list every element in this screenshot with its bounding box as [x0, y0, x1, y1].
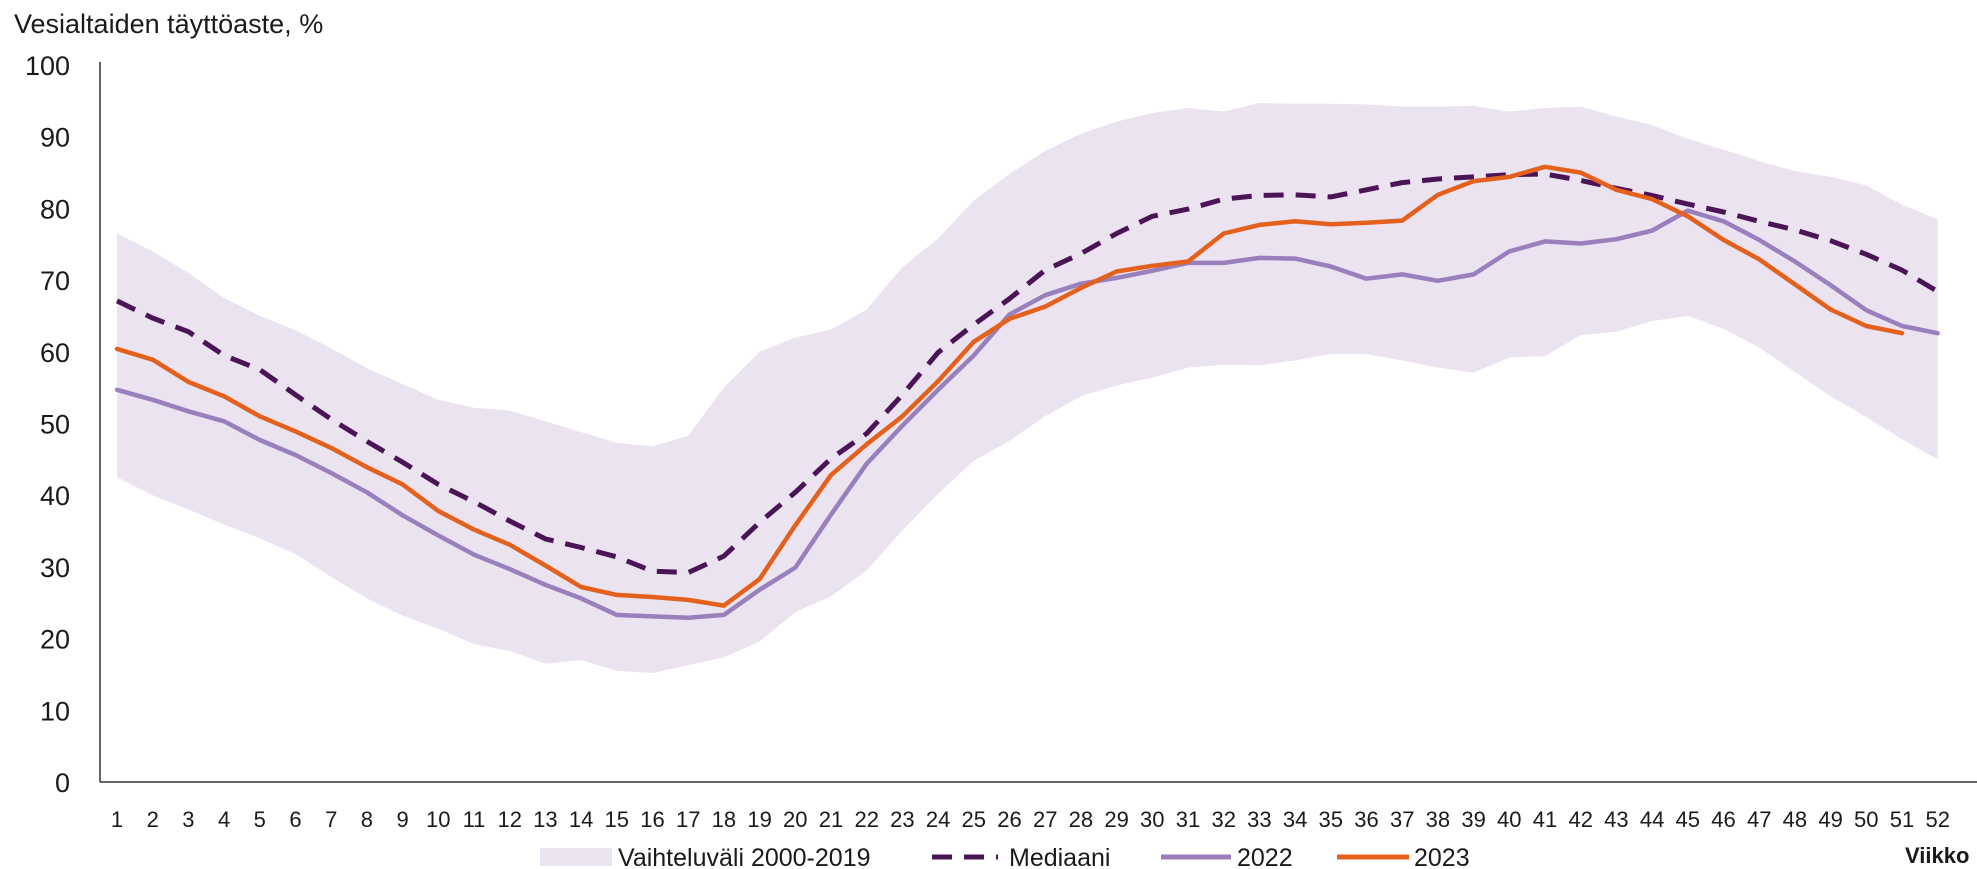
- y-tick-label: 10: [40, 696, 70, 726]
- x-tick-label: 9: [396, 807, 408, 832]
- y-axis-title: Vesialtaiden täyttöaste, %: [14, 9, 323, 39]
- x-tick-label: 29: [1104, 807, 1128, 832]
- legend: Vaihteluväli 2000-2019 Mediaani 2022 202…: [540, 844, 1470, 869]
- x-tick-label: 13: [533, 807, 557, 832]
- x-axis-title: Viikko: [1905, 843, 1969, 868]
- x-tick-label: 7: [325, 807, 337, 832]
- legend-item-median: Mediaani: [932, 844, 1110, 869]
- variation-band: [117, 103, 1938, 673]
- x-tick-label: 26: [997, 807, 1021, 832]
- x-tick-label: 52: [1925, 807, 1949, 832]
- x-tick-label: 25: [962, 807, 986, 832]
- x-tick-label: 8: [361, 807, 373, 832]
- x-tick-label: 45: [1676, 807, 1700, 832]
- x-tick-label: 2: [147, 807, 159, 832]
- x-tick-label: 30: [1140, 807, 1164, 832]
- x-tick-label: 14: [569, 807, 593, 832]
- x-tick-label: 3: [182, 807, 194, 832]
- x-tick-label: 10: [426, 807, 450, 832]
- x-tick-label: 6: [289, 807, 301, 832]
- x-tick-label: 11: [463, 807, 486, 832]
- x-tick-label: 48: [1783, 807, 1807, 832]
- x-tick-label: 37: [1390, 807, 1414, 832]
- x-tick-label: 24: [926, 807, 950, 832]
- x-tick-labels: 1 2 3 4 5 6 7 8 9 10 11 12 13 14 15 16 17 18 19 20 21 22 23 24 2…: [111, 807, 1950, 832]
- x-tick-label: 36: [1354, 807, 1378, 832]
- x-tick-label: 16: [640, 807, 664, 832]
- x-tick-label: 12: [497, 807, 521, 832]
- y-tick-label: 50: [40, 410, 70, 440]
- y-tick-label: 20: [40, 625, 70, 655]
- y-tick-label: 60: [40, 338, 70, 368]
- legend-label-band: Vaihteluväli 2000-2019: [618, 844, 871, 869]
- x-tick-label: 31: [1176, 807, 1200, 832]
- x-tick-label: 15: [605, 807, 629, 832]
- y-tick-label: 30: [40, 553, 70, 583]
- x-tick-label: 42: [1568, 807, 1592, 832]
- x-tick-label: 19: [747, 807, 771, 832]
- legend-label-median: Mediaani: [1009, 844, 1110, 869]
- x-tick-label: 17: [676, 807, 700, 832]
- series-lines-layer: [114, 164, 1940, 621]
- series-line-2022: [114, 208, 1940, 621]
- x-tick-label: 44: [1640, 807, 1664, 832]
- legend-item-2022: 2022: [1161, 844, 1293, 869]
- y-tick-label: 90: [40, 123, 70, 153]
- x-tick-label: 49: [1818, 807, 1842, 832]
- x-tick-label: 22: [854, 807, 878, 832]
- series-line-2023: [114, 164, 1905, 608]
- y-tick-label: 40: [40, 481, 70, 511]
- y-tick-label: 70: [40, 266, 70, 296]
- x-tick-label: 4: [218, 807, 230, 832]
- x-tick-label: 27: [1033, 807, 1057, 832]
- x-tick-label: 18: [712, 807, 736, 832]
- legend-label-2023: 2023: [1414, 844, 1470, 869]
- x-tick-label: 39: [1461, 807, 1485, 832]
- x-tick-label: 1: [111, 807, 123, 832]
- x-tick-label: 47: [1747, 807, 1771, 832]
- x-tick-label: 34: [1283, 807, 1307, 832]
- x-tick-label: 20: [783, 807, 807, 832]
- x-tick-label: 50: [1854, 807, 1878, 832]
- x-tick-label: 28: [1069, 807, 1093, 832]
- x-tick-label: 43: [1604, 807, 1628, 832]
- x-tick-label: 40: [1497, 807, 1521, 832]
- y-tick-label: 80: [40, 194, 70, 224]
- x-tick-label: 46: [1711, 807, 1735, 832]
- x-tick-label: 51: [1890, 807, 1914, 832]
- x-tick-label: 33: [1247, 807, 1271, 832]
- y-tick-label: 100: [25, 51, 70, 81]
- y-tick-label: 0: [55, 768, 70, 798]
- x-tick-label: 21: [819, 807, 843, 832]
- x-tick-label: 41: [1533, 807, 1557, 832]
- x-tick-label: 32: [1211, 807, 1235, 832]
- x-tick-label: 23: [890, 807, 914, 832]
- x-tick-label: 38: [1426, 807, 1450, 832]
- legend-item-2023: 2023: [1337, 844, 1470, 869]
- y-tick-labels: 0 10 20 30 40 50 60 70 80 90 100: [25, 51, 70, 798]
- variation-band-layer: [117, 103, 1938, 673]
- legend-swatch-band: [540, 848, 612, 866]
- x-tick-label: 5: [254, 807, 266, 832]
- axes-layer: [99, 62, 1977, 783]
- legend-item-band: Vaihteluväli 2000-2019: [540, 844, 871, 869]
- legend-label-2022: 2022: [1237, 844, 1293, 869]
- x-tick-label: 35: [1319, 807, 1343, 832]
